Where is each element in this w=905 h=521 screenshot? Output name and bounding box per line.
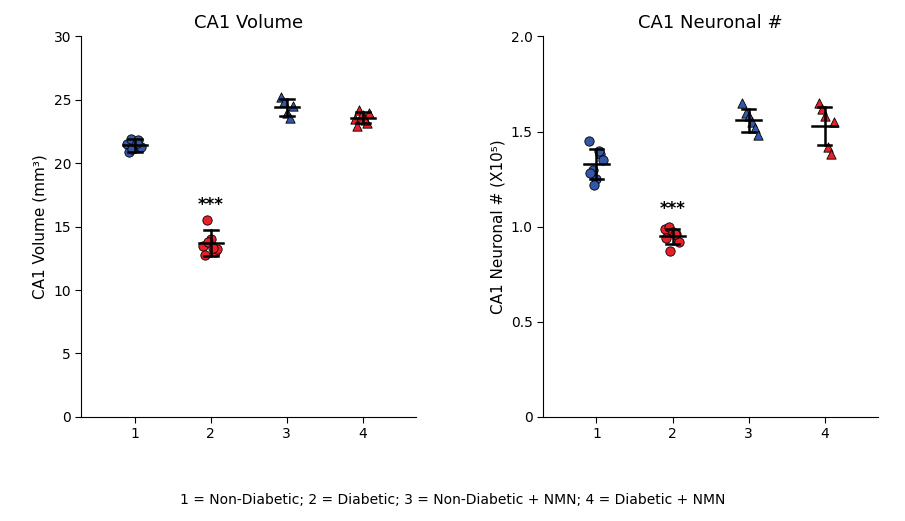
Text: ***: ***: [198, 196, 224, 214]
Text: ***: ***: [660, 200, 685, 218]
Point: [814, 105, 829, 113]
Point: [659, 234, 673, 242]
Point: [741, 112, 756, 120]
Point: [210, 245, 224, 254]
Point: [826, 118, 841, 126]
Text: 1 = Non-Diabetic; 2 = Diabetic; 3 = Non-Diabetic + NMN; 4 = Diabetic + NMN: 1 = Non-Diabetic; 2 = Diabetic; 3 = Non-…: [180, 493, 725, 507]
Point: [129, 139, 144, 147]
Point: [357, 116, 372, 125]
Point: [197, 251, 212, 259]
Point: [817, 112, 832, 120]
Y-axis label: CA1 Volume (mm³): CA1 Volume (mm³): [33, 154, 48, 299]
Point: [586, 166, 600, 174]
Point: [277, 98, 291, 107]
Point: [353, 112, 367, 120]
Point: [745, 118, 759, 126]
Point: [131, 137, 146, 145]
Point: [356, 111, 370, 119]
Point: [748, 123, 762, 132]
Point: [134, 143, 148, 151]
Point: [587, 181, 602, 189]
Point: [750, 131, 765, 140]
Point: [738, 108, 753, 117]
Point: [595, 156, 610, 164]
Point: [589, 175, 604, 183]
Point: [204, 235, 218, 243]
Point: [662, 222, 676, 231]
Point: [121, 147, 136, 156]
Point: [128, 144, 142, 152]
Point: [207, 248, 222, 256]
Point: [201, 238, 215, 246]
Point: [195, 242, 210, 250]
Point: [352, 106, 367, 114]
Point: [735, 99, 749, 107]
Point: [672, 238, 686, 246]
Point: [349, 122, 364, 131]
Point: [273, 93, 288, 102]
Point: [124, 135, 138, 143]
Point: [811, 99, 825, 107]
Point: [362, 108, 376, 117]
Point: [348, 115, 363, 123]
Point: [125, 145, 139, 154]
Point: [200, 216, 214, 225]
Title: CA1 Neuronal #: CA1 Neuronal #: [638, 14, 783, 32]
Point: [286, 102, 300, 110]
Point: [668, 230, 682, 239]
Title: CA1 Volume: CA1 Volume: [195, 14, 303, 32]
Point: [119, 140, 134, 148]
Point: [824, 150, 838, 158]
Point: [282, 114, 297, 122]
Point: [205, 244, 220, 252]
Point: [665, 228, 680, 237]
Point: [583, 169, 597, 178]
Point: [280, 108, 294, 117]
Point: [821, 143, 835, 151]
Point: [592, 146, 606, 155]
Point: [669, 230, 683, 239]
Point: [658, 225, 672, 233]
Point: [582, 137, 596, 145]
Y-axis label: CA1 Neuronal # (X10⁵): CA1 Neuronal # (X10⁵): [491, 139, 505, 314]
Point: [663, 247, 678, 255]
Point: [359, 118, 374, 127]
Point: [593, 150, 607, 158]
